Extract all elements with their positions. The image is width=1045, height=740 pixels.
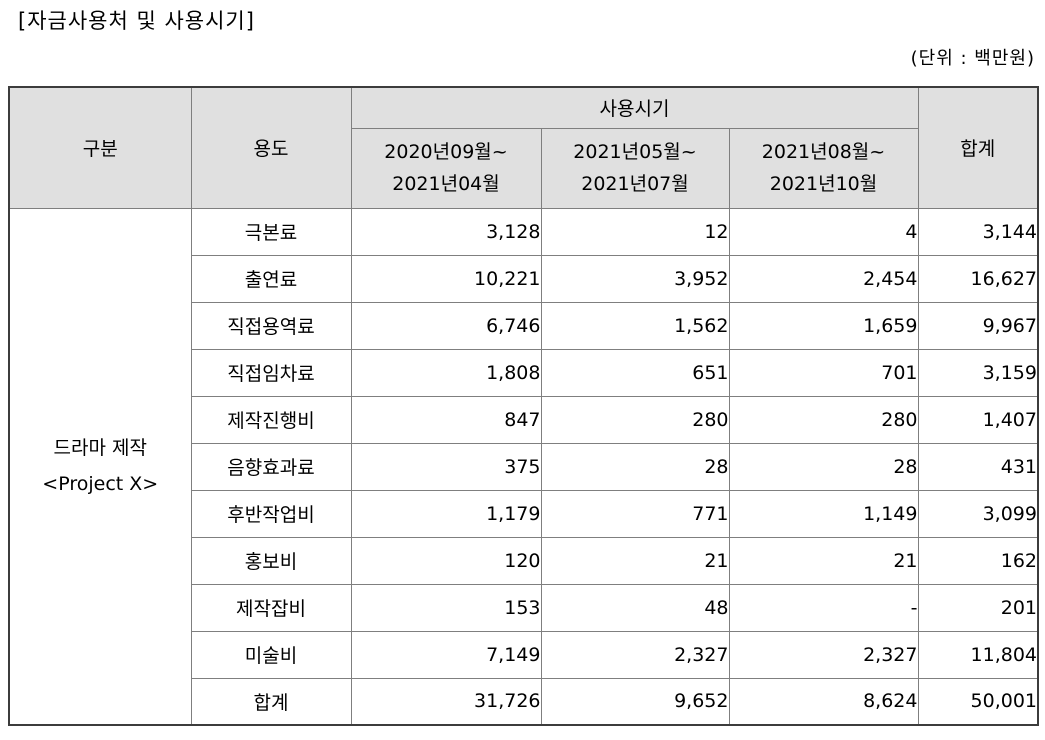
- period-3-value: 2,454: [728, 254, 919, 303]
- period-3-value: 280: [728, 395, 919, 444]
- total-value: 3,099: [917, 489, 1039, 538]
- usage-label: 후반작업비: [190, 489, 352, 538]
- period-3-value: 8,624: [728, 677, 919, 726]
- total-value: 162: [917, 536, 1039, 585]
- period-2-line-1: 2021년05월~: [573, 140, 697, 163]
- period-2-value: 21: [540, 536, 730, 585]
- usage-label: 미술비: [190, 630, 352, 679]
- period-3-value: 1,659: [728, 301, 919, 350]
- period-3-value: 2,327: [728, 630, 919, 679]
- period-1-value: 3,128: [350, 207, 542, 256]
- period-2-value: 9,652: [540, 677, 730, 726]
- period-2-value: 771: [540, 489, 730, 538]
- usage-label: 제작진행비: [190, 395, 352, 444]
- period-2-value: 28: [540, 442, 730, 491]
- period-1-value: 6,746: [350, 301, 542, 350]
- period-3-line-2: 2021년10월: [769, 173, 878, 195]
- period-3-value: 21: [728, 536, 919, 585]
- header-total: 합계: [917, 86, 1039, 209]
- header-period-2: 2021년05월~ 2021년07월: [540, 127, 730, 209]
- total-value: 9,967: [917, 301, 1039, 350]
- category-cell: 드라마 제작 <Project X>: [8, 207, 192, 726]
- table-row: 직접용역료 6,746 1,562 1,659 9,967: [9, 301, 1039, 350]
- period-2-value: 280: [540, 395, 730, 444]
- usage-label: 음향효과료: [190, 442, 352, 491]
- period-1-value: 1,179: [350, 489, 542, 538]
- period-1-value: 10,221: [350, 254, 542, 303]
- table-row: 제작잡비 153 48 - 201: [9, 583, 1039, 632]
- total-value: 11,804: [917, 630, 1039, 679]
- period-2-line-2: 2021년07월: [581, 173, 689, 195]
- period-2-value: 3,952: [540, 254, 730, 303]
- table-row: 직접임차료 1,808 651 701 3,159: [9, 348, 1039, 397]
- period-2-value: 1,562: [540, 301, 730, 350]
- total-value: 431: [917, 442, 1039, 491]
- category-line-1: 드라마 제작: [53, 437, 147, 460]
- total-value: 16,627: [917, 254, 1039, 303]
- table-row: 드라마 제작 <Project X> 극본료 3,128 12 4 3,144: [8, 207, 1039, 726]
- period-1-line-1: 2020년09월~: [384, 140, 508, 163]
- period-1-value: 1,808: [350, 348, 542, 397]
- period-1-value: 7,149: [350, 630, 542, 679]
- table-row: 후반작업비 1,179 771 1,149 3,099: [9, 489, 1039, 538]
- usage-label: 출연료: [190, 254, 352, 303]
- table-row: 출연료 10,221 3,952 2,454 16,627: [9, 254, 1039, 303]
- period-1-line-2: 2021년04월: [392, 173, 500, 195]
- category-line-2: <Project X>: [42, 473, 159, 496]
- unit-note: (단위 : 백만원): [910, 48, 1035, 69]
- period-2-value: 2,327: [540, 630, 730, 679]
- period-2-value: 12: [540, 207, 730, 256]
- header-category: 구분: [8, 86, 192, 209]
- header-usage: 용도: [190, 86, 352, 209]
- period-2-value: 651: [540, 348, 730, 397]
- usage-label: 제작잡비: [190, 583, 352, 632]
- table-row: 제작진행비 847 280 280 1,407: [9, 395, 1039, 444]
- period-3-value: -: [728, 583, 919, 632]
- page-title: [자금사용처 및 사용시기]: [18, 9, 255, 33]
- table-row: 음향효과료 375 28 28 431: [9, 442, 1039, 491]
- period-3-value: 4: [728, 207, 919, 256]
- usage-label: 극본료: [190, 207, 352, 256]
- total-value: 201: [917, 583, 1039, 632]
- usage-label: 직접용역료: [190, 301, 352, 350]
- period-1-value: 153: [350, 583, 542, 632]
- period-1-value: 847: [350, 395, 542, 444]
- table-row: 미술비 7,149 2,327 2,327 11,804: [9, 630, 1039, 679]
- usage-label: 합계: [190, 677, 352, 726]
- total-value: 3,159: [917, 348, 1039, 397]
- period-3-value: 28: [728, 442, 919, 491]
- usage-label: 홍보비: [190, 536, 352, 585]
- period-2-value: 48: [540, 583, 730, 632]
- total-value: 50,001: [917, 677, 1039, 726]
- fund-usage-table: 구분 용도 사용시기 합계 2020년09월~ 2021년04월 2021년05…: [8, 86, 1039, 726]
- header-period-3: 2021년08월~ 2021년10월: [728, 127, 919, 209]
- total-value: 3,144: [917, 207, 1039, 256]
- period-1-value: 31,726: [350, 677, 542, 726]
- header-period-1: 2020년09월~ 2021년04월: [350, 127, 542, 209]
- period-3-value: 1,149: [728, 489, 919, 538]
- period-1-value: 375: [350, 442, 542, 491]
- period-3-line-1: 2021년08월~: [761, 140, 886, 163]
- period-1-value: 120: [350, 536, 542, 585]
- table-row-total: 합계 31,726 9,652 8,624 50,001: [9, 677, 1039, 726]
- usage-label: 직접임차료: [190, 348, 352, 397]
- header-period-group: 사용시기: [350, 86, 919, 129]
- total-value: 1,407: [917, 395, 1039, 444]
- period-3-value: 701: [728, 348, 919, 397]
